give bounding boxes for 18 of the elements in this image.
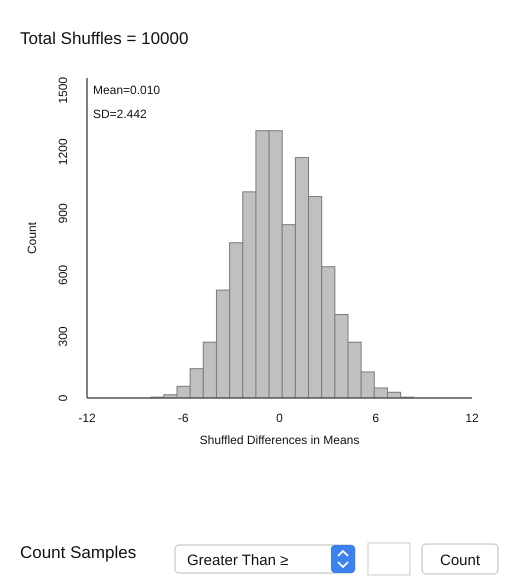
x-tick-label: 0 [276, 411, 284, 425]
y-tick-label: 1200 [56, 138, 70, 166]
text: Count Samples [20, 543, 136, 562]
annotation: SD=2.442 [93, 107, 148, 121]
y-tick-label: 0 [56, 394, 70, 402]
x-tick-label: 6 [372, 411, 380, 425]
y-axis-title: Count [25, 221, 39, 254]
y-tick-label: 300 [56, 326, 70, 346]
x-tick-label: 12 [465, 411, 479, 425]
annotation: Mean=0.010 [93, 83, 160, 97]
y-tick-label: 900 [56, 203, 70, 224]
count-button: Count [422, 544, 498, 574]
y-tick-label: 600 [56, 264, 70, 285]
x-tick-label: -6 [178, 411, 189, 425]
x-axis-title: Shuffled Differences in Means [200, 433, 360, 447]
x-tick-label: -12 [78, 411, 96, 425]
chart-title: Total Shuffles = 10000 [20, 29, 188, 48]
y-tick-label: 1500 [56, 76, 70, 104]
